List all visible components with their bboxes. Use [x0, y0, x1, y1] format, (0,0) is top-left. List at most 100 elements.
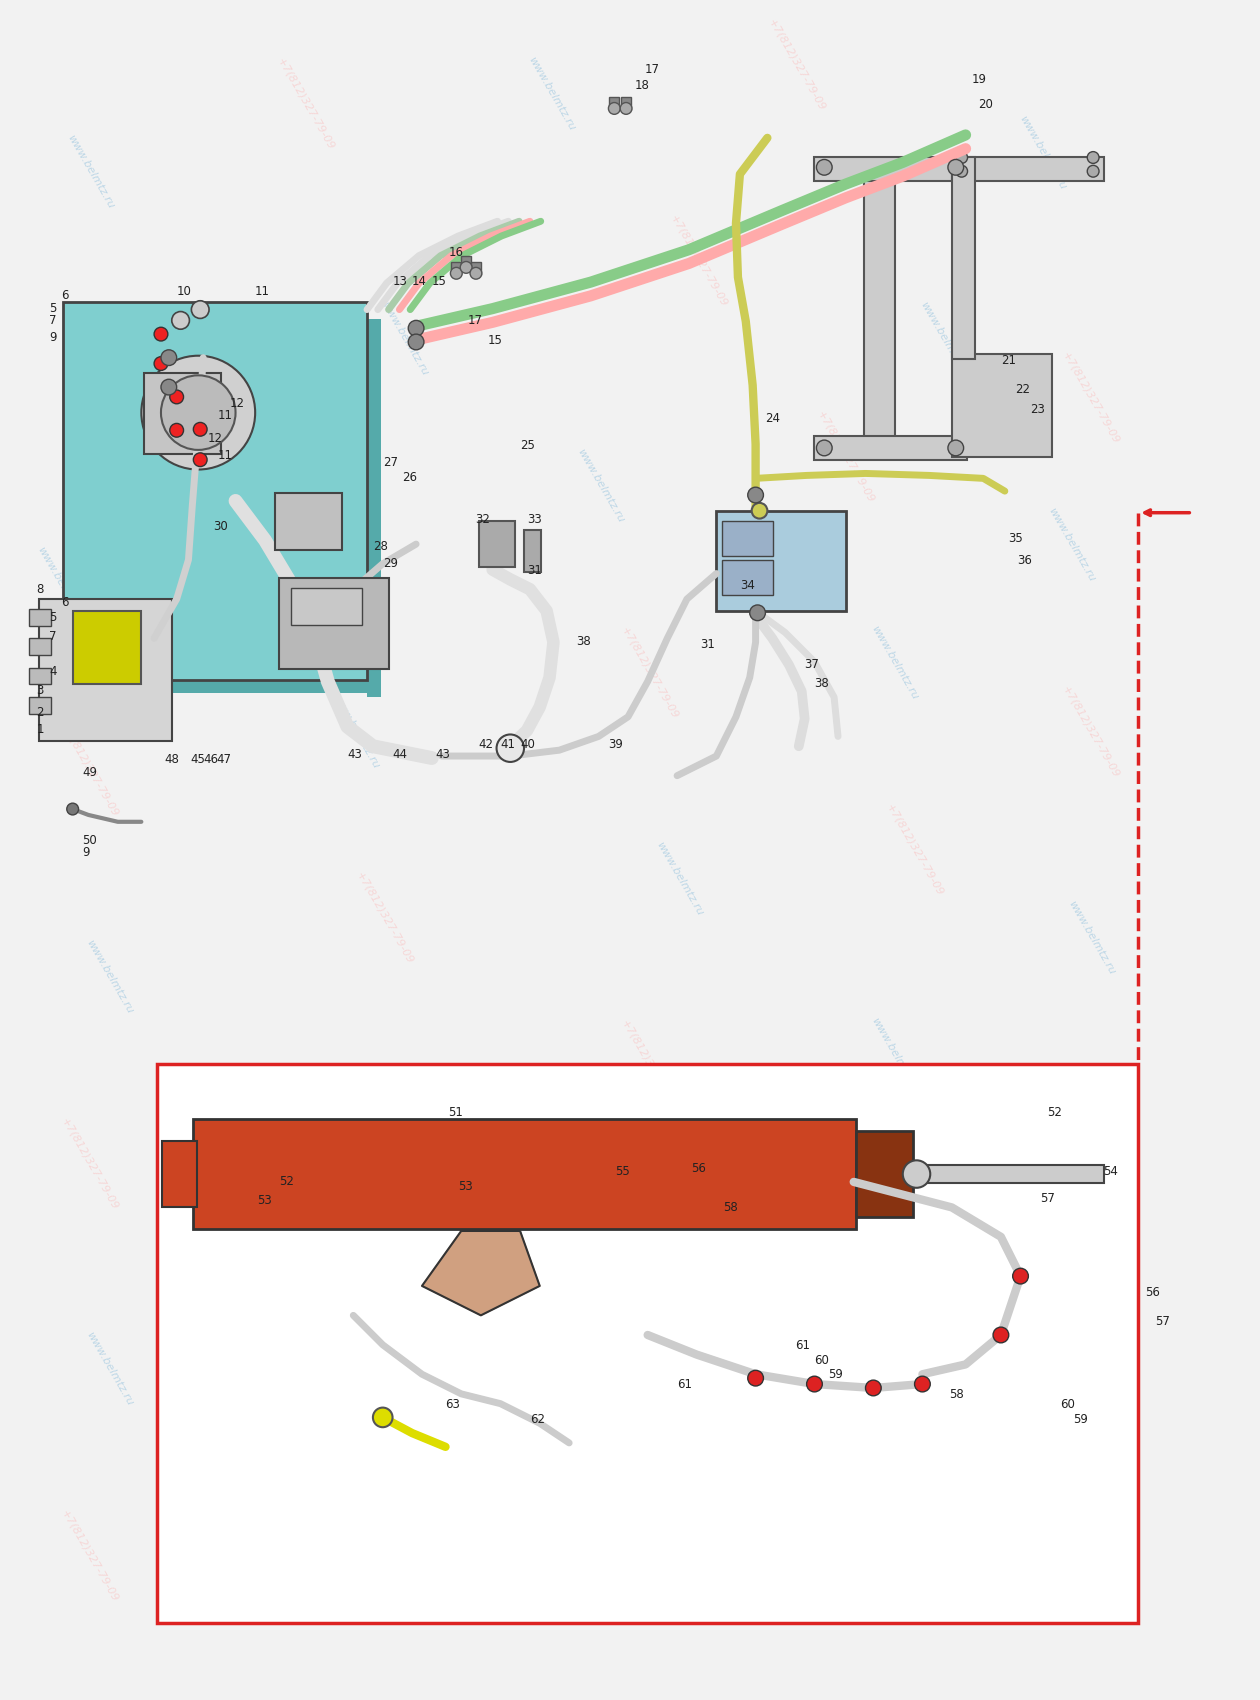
- Text: 30: 30: [213, 520, 228, 534]
- Text: +7(812)327-79-09: +7(812)327-79-09: [619, 1018, 680, 1114]
- Bar: [39, 598, 171, 741]
- Bar: [63, 301, 367, 680]
- Bar: [145, 374, 220, 454]
- Bar: [814, 158, 966, 180]
- Text: +7(812)327-79-09: +7(812)327-79-09: [60, 724, 121, 819]
- Text: www.belmtz.ru: www.belmtz.ru: [869, 1017, 920, 1093]
- Text: 5: 5: [49, 301, 57, 314]
- Text: 15: 15: [488, 333, 503, 347]
- Circle shape: [902, 1161, 930, 1188]
- Text: +7(812)327-79-09: +7(812)327-79-09: [864, 1195, 925, 1290]
- Circle shape: [496, 734, 524, 762]
- Circle shape: [373, 1408, 393, 1428]
- Bar: [814, 437, 966, 459]
- Text: +7(812)327-79-09: +7(812)327-79-09: [354, 1263, 415, 1358]
- Text: www.belmtz.ru: www.belmtz.ru: [379, 299, 430, 377]
- Text: www.belmtz.ru: www.belmtz.ru: [35, 546, 86, 622]
- Text: 48: 48: [164, 753, 179, 767]
- Circle shape: [141, 355, 256, 469]
- Text: 60: 60: [814, 1355, 829, 1367]
- Text: www.belmtz.ru: www.belmtz.ru: [919, 299, 969, 377]
- Text: www.belmtz.ru: www.belmtz.ru: [890, 1409, 940, 1486]
- Text: 23: 23: [1031, 403, 1046, 415]
- Bar: [81, 680, 381, 694]
- Text: 58: 58: [949, 1387, 964, 1401]
- Text: 37: 37: [805, 658, 819, 672]
- Text: 43: 43: [436, 748, 451, 762]
- Text: www.belmtz.ru: www.belmtz.ru: [1066, 899, 1116, 976]
- Polygon shape: [422, 1231, 539, 1316]
- Text: 14: 14: [412, 275, 427, 287]
- Circle shape: [993, 1328, 1009, 1343]
- Text: 60: 60: [1060, 1397, 1075, 1411]
- Text: 38: 38: [576, 636, 591, 648]
- Text: 21: 21: [1000, 354, 1016, 367]
- Text: 46: 46: [203, 753, 218, 767]
- Circle shape: [67, 802, 78, 814]
- Bar: [951, 158, 1104, 180]
- Circle shape: [408, 335, 423, 350]
- Text: 57: 57: [1155, 1316, 1169, 1328]
- Text: 15: 15: [432, 275, 446, 287]
- Text: 20: 20: [978, 99, 993, 112]
- Bar: [856, 1130, 912, 1217]
- Circle shape: [171, 311, 189, 330]
- Text: 10: 10: [176, 286, 192, 298]
- Bar: [722, 520, 774, 556]
- Text: 61: 61: [677, 1379, 692, 1391]
- Bar: [163, 1141, 198, 1207]
- Circle shape: [956, 165, 968, 177]
- Circle shape: [193, 452, 207, 466]
- Text: www.belmtz.ru: www.belmtz.ru: [1017, 114, 1067, 190]
- Circle shape: [408, 320, 423, 337]
- Text: 22: 22: [1014, 382, 1029, 396]
- Circle shape: [747, 1370, 764, 1385]
- Text: +7(812)327-79-09: +7(812)327-79-09: [766, 17, 828, 112]
- Text: 13: 13: [393, 275, 407, 287]
- Text: 8: 8: [37, 583, 44, 597]
- Circle shape: [170, 389, 184, 405]
- Circle shape: [806, 1377, 823, 1392]
- Circle shape: [170, 423, 184, 437]
- Text: 11: 11: [218, 410, 233, 423]
- Circle shape: [1087, 151, 1099, 163]
- Text: 32: 32: [475, 512, 490, 525]
- Text: 25: 25: [520, 439, 536, 452]
- Text: +7(812)327-79-09: +7(812)327-79-09: [60, 1508, 121, 1603]
- Text: 28: 28: [373, 541, 388, 552]
- Text: 27: 27: [383, 456, 398, 469]
- Text: 59: 59: [828, 1368, 843, 1380]
- Text: www.belmtz.ru: www.belmtz.ru: [1046, 507, 1096, 583]
- Circle shape: [747, 488, 764, 503]
- Bar: [951, 158, 975, 359]
- Circle shape: [620, 102, 633, 114]
- Text: 31: 31: [527, 563, 542, 576]
- Text: 7: 7: [49, 631, 57, 643]
- Text: 58: 58: [723, 1202, 738, 1214]
- Circle shape: [161, 350, 176, 366]
- Text: 38: 38: [814, 677, 829, 690]
- Text: 39: 39: [609, 738, 624, 751]
- Circle shape: [1013, 1268, 1028, 1284]
- Text: +7(812)327-79-09: +7(812)327-79-09: [60, 1115, 121, 1212]
- Text: 11: 11: [256, 286, 270, 298]
- Bar: [29, 697, 52, 714]
- Bar: [461, 255, 471, 269]
- Text: +7(812)327-79-09: +7(812)327-79-09: [79, 332, 140, 427]
- Bar: [29, 668, 52, 685]
- Text: 47: 47: [215, 753, 231, 767]
- Text: www.belmtz.ru: www.belmtz.ru: [654, 840, 704, 916]
- Text: www.belmtz.ru: www.belmtz.ru: [330, 1085, 381, 1163]
- Bar: [524, 530, 541, 571]
- Text: 26: 26: [402, 471, 417, 484]
- Text: 55: 55: [615, 1164, 630, 1178]
- Bar: [621, 97, 631, 110]
- Bar: [291, 588, 362, 624]
- Circle shape: [161, 379, 176, 394]
- Text: 61: 61: [795, 1338, 810, 1352]
- Text: 4: 4: [49, 665, 57, 678]
- Text: 36: 36: [1018, 554, 1032, 566]
- Text: 52: 52: [1047, 1107, 1062, 1119]
- Text: 49: 49: [82, 765, 97, 779]
- Text: 53: 53: [257, 1195, 272, 1207]
